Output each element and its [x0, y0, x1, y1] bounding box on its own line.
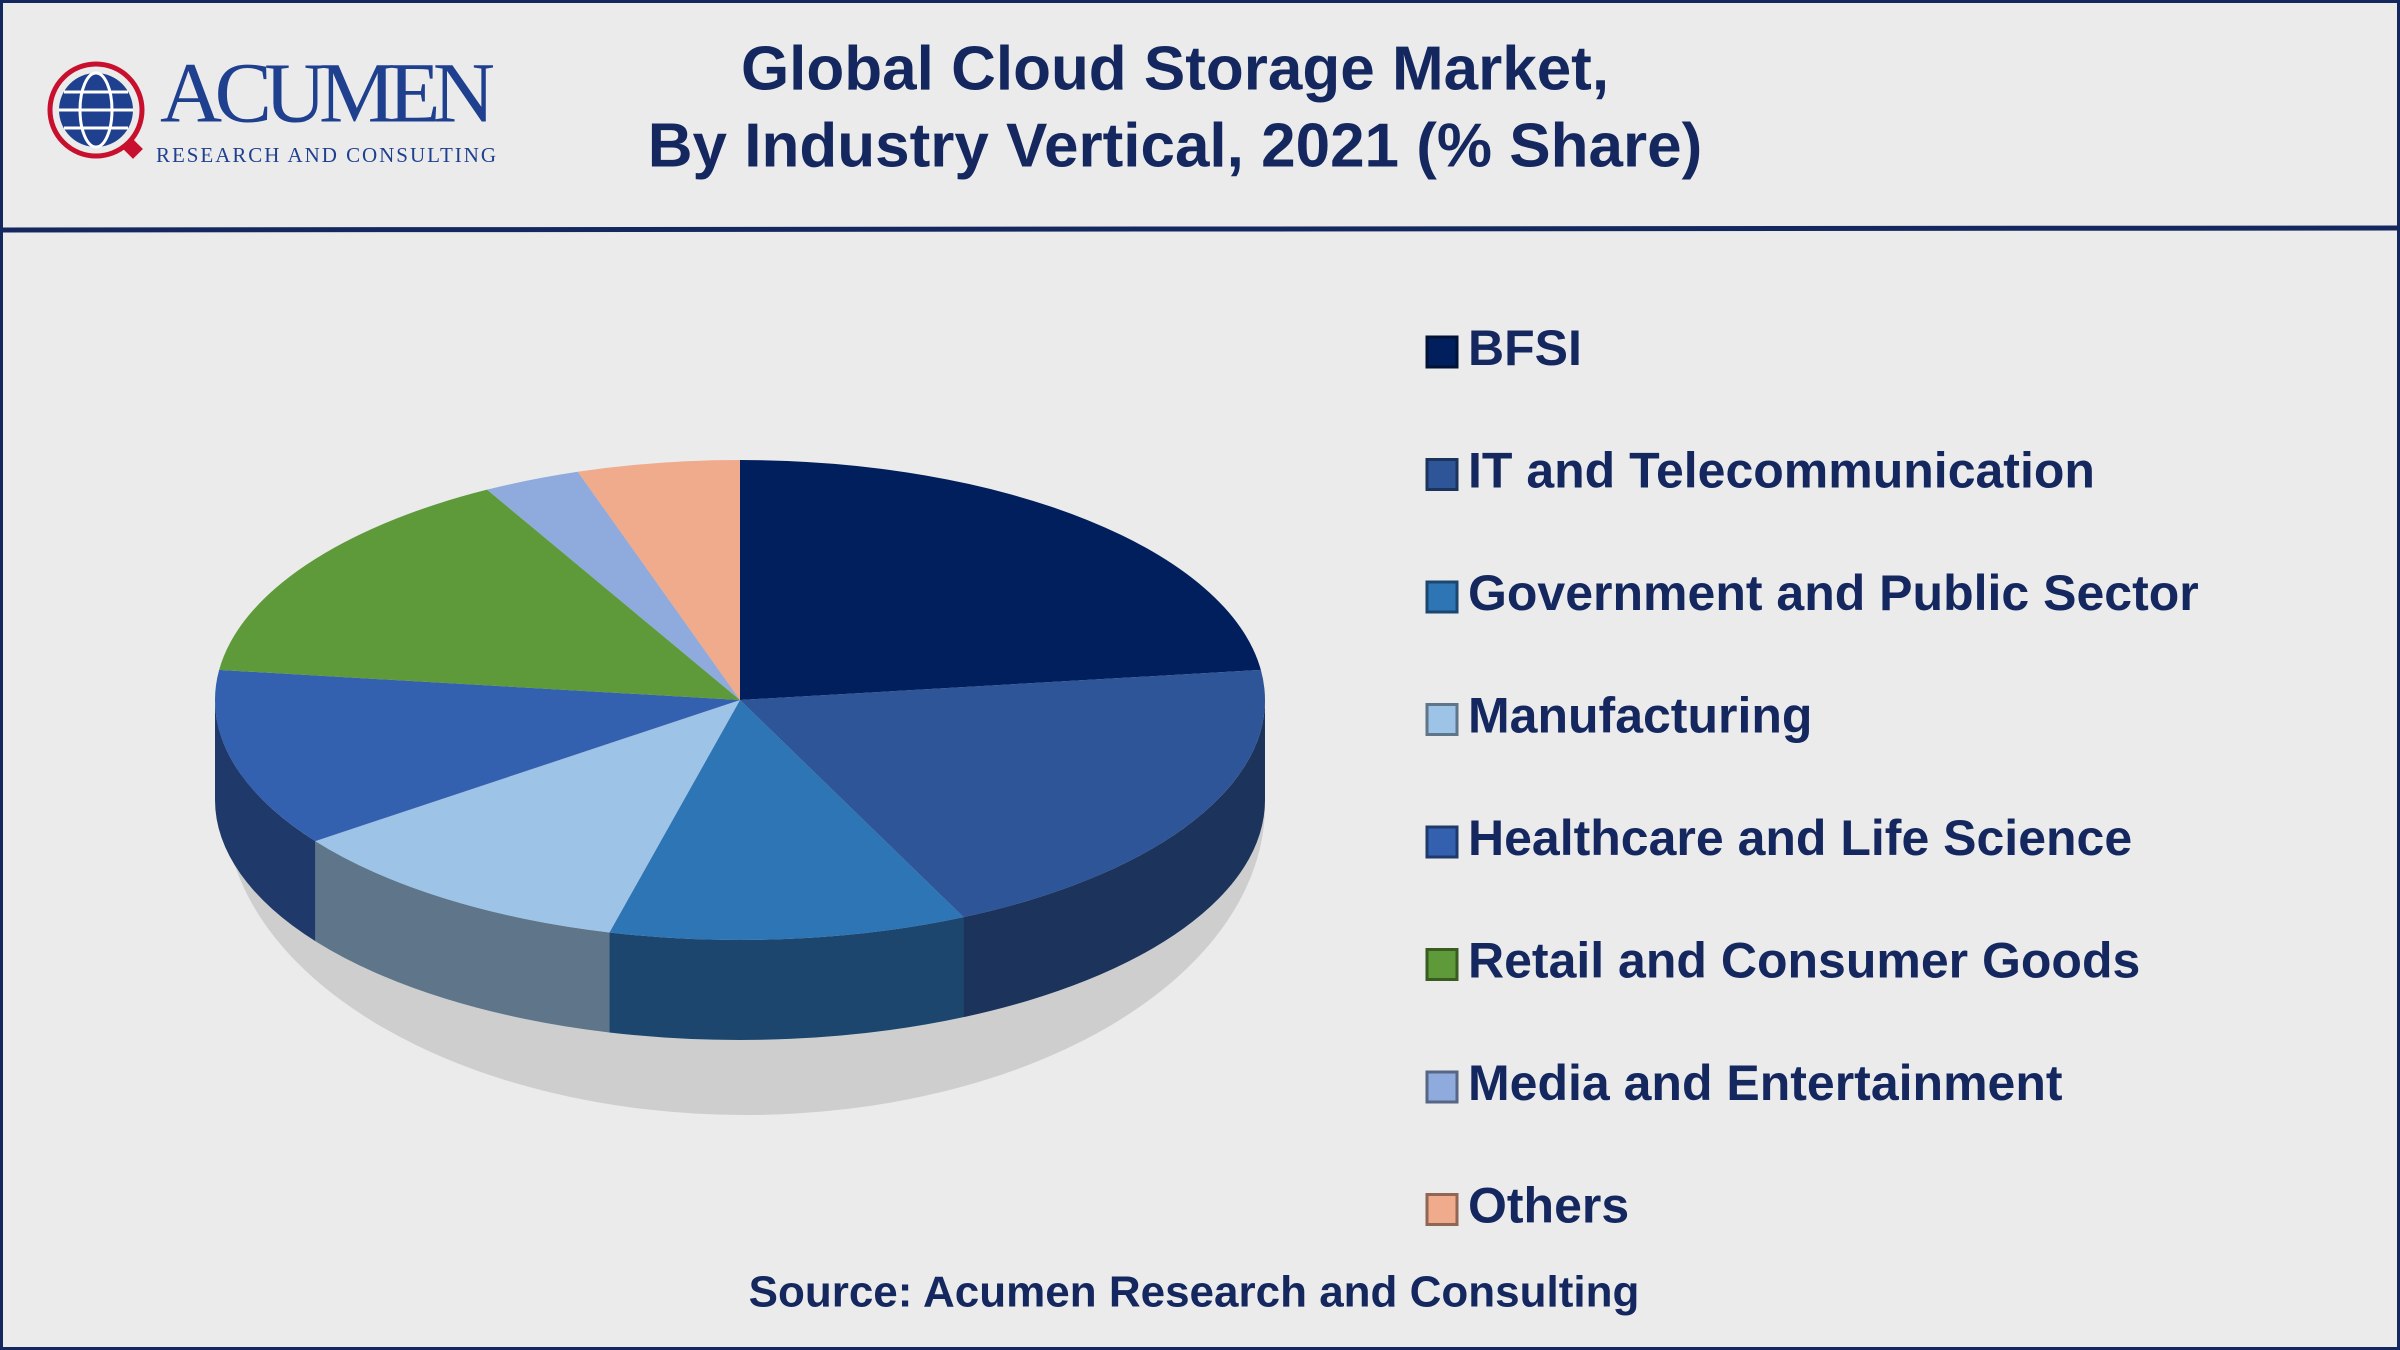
header-rule [0, 225, 2400, 233]
chart-title: Global Cloud Storage Market, [741, 34, 1609, 103]
slice-side [963, 700, 1265, 1018]
pie [215, 460, 1265, 1040]
legend-label: BFSI [1468, 320, 1582, 376]
legend-swatch [1425, 825, 1459, 859]
slice [740, 460, 1261, 700]
slice [219, 489, 741, 700]
legend-label: Healthcare and Life Science [1468, 810, 2132, 866]
legend-swatch [1425, 1193, 1459, 1226]
logo: ACUMEN RESEARCH AND CONSULTING [47, 45, 496, 167]
legend-label: Others [1468, 1178, 1629, 1234]
slice [315, 700, 740, 933]
legend: BFSI IT and Telecommunication Government a… [1425, 320, 2199, 1234]
legend-label: Media and Entertainment [1468, 1055, 2063, 1111]
legend-swatch [1425, 335, 1459, 369]
slice [215, 669, 741, 842]
legend-label: Manufacturing [1468, 688, 1812, 744]
legend-label: IT and Telecommunication [1468, 443, 2095, 499]
logo-ring [47, 61, 145, 159]
slice [487, 471, 740, 700]
slice [577, 460, 740, 700]
source-note: Source: Acumen Research and Consulting [749, 1268, 1640, 1317]
legend-label: Retail and Consumer Goods [1468, 933, 2140, 989]
legend-swatch [1425, 580, 1459, 614]
logo-tagline: RESEARCH AND CONSULTING [156, 143, 496, 167]
legend-swatch [1425, 948, 1459, 981]
legend-swatch [1425, 458, 1459, 491]
slice [609, 700, 964, 940]
logo-name: ACUMEN [160, 45, 495, 141]
chart-title: By Industry Vertical, 2021 (% Share) [648, 111, 1702, 180]
slice-side [315, 841, 610, 1033]
slice [740, 669, 1265, 918]
slice-side [215, 700, 316, 942]
legend-swatch [1425, 703, 1459, 736]
legend-label: Government and Public Sector [1468, 565, 2199, 621]
legend-swatch [1425, 1070, 1459, 1104]
slice-side [609, 917, 964, 1040]
